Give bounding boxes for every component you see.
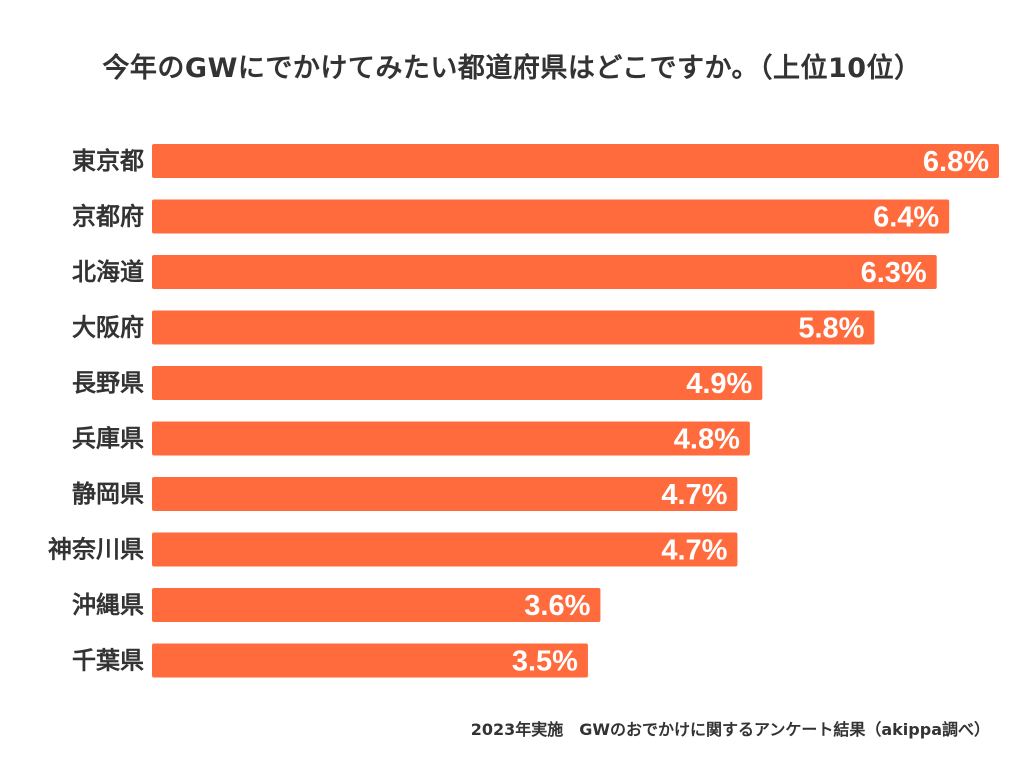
category-label-9: 沖縄県 — [72, 591, 144, 619]
category-label-8: 神奈川県 — [48, 536, 144, 564]
value-label-2: 6.4% — [873, 202, 939, 234]
category-label-2: 京都府 — [72, 203, 144, 231]
value-label-5: 4.9% — [686, 368, 752, 400]
chart-title: 今年のGWにでかけてみたい都道府県はどこですか。（上位10位） — [102, 53, 922, 84]
bar-2 — [152, 199, 950, 234]
category-label-1: 東京都 — [72, 147, 144, 175]
bar-10 — [152, 643, 588, 678]
value-label-8: 4.7% — [661, 535, 727, 567]
bar-1 — [152, 144, 999, 178]
bar-4 — [152, 310, 875, 345]
value-label-10: 3.5% — [512, 646, 578, 678]
category-label-4: 大阪府 — [72, 314, 144, 342]
bar-6 — [152, 421, 750, 456]
category-label-6: 兵庫県 — [72, 425, 144, 453]
bar-5 — [152, 366, 763, 400]
category-label-3: 北海道 — [72, 258, 144, 286]
category-label-7: 静岡県 — [72, 480, 144, 508]
bar-9 — [152, 588, 601, 622]
category-label-5: 長野県 — [72, 369, 144, 397]
value-label-4: 5.8% — [798, 313, 864, 345]
value-label-7: 4.7% — [661, 479, 727, 511]
bar-7 — [152, 477, 738, 511]
value-label-9: 3.6% — [524, 590, 590, 622]
value-label-1: 6.8% — [923, 146, 989, 178]
source-note: 2023年実施 GWのおでかけに関するアンケート結果（akippa調べ） — [470, 720, 990, 739]
category-label-10: 千葉県 — [72, 647, 144, 675]
value-label-6: 4.8% — [674, 424, 740, 456]
bar-3 — [152, 255, 937, 289]
bar-8 — [152, 532, 738, 567]
value-label-3: 6.3% — [861, 257, 927, 289]
